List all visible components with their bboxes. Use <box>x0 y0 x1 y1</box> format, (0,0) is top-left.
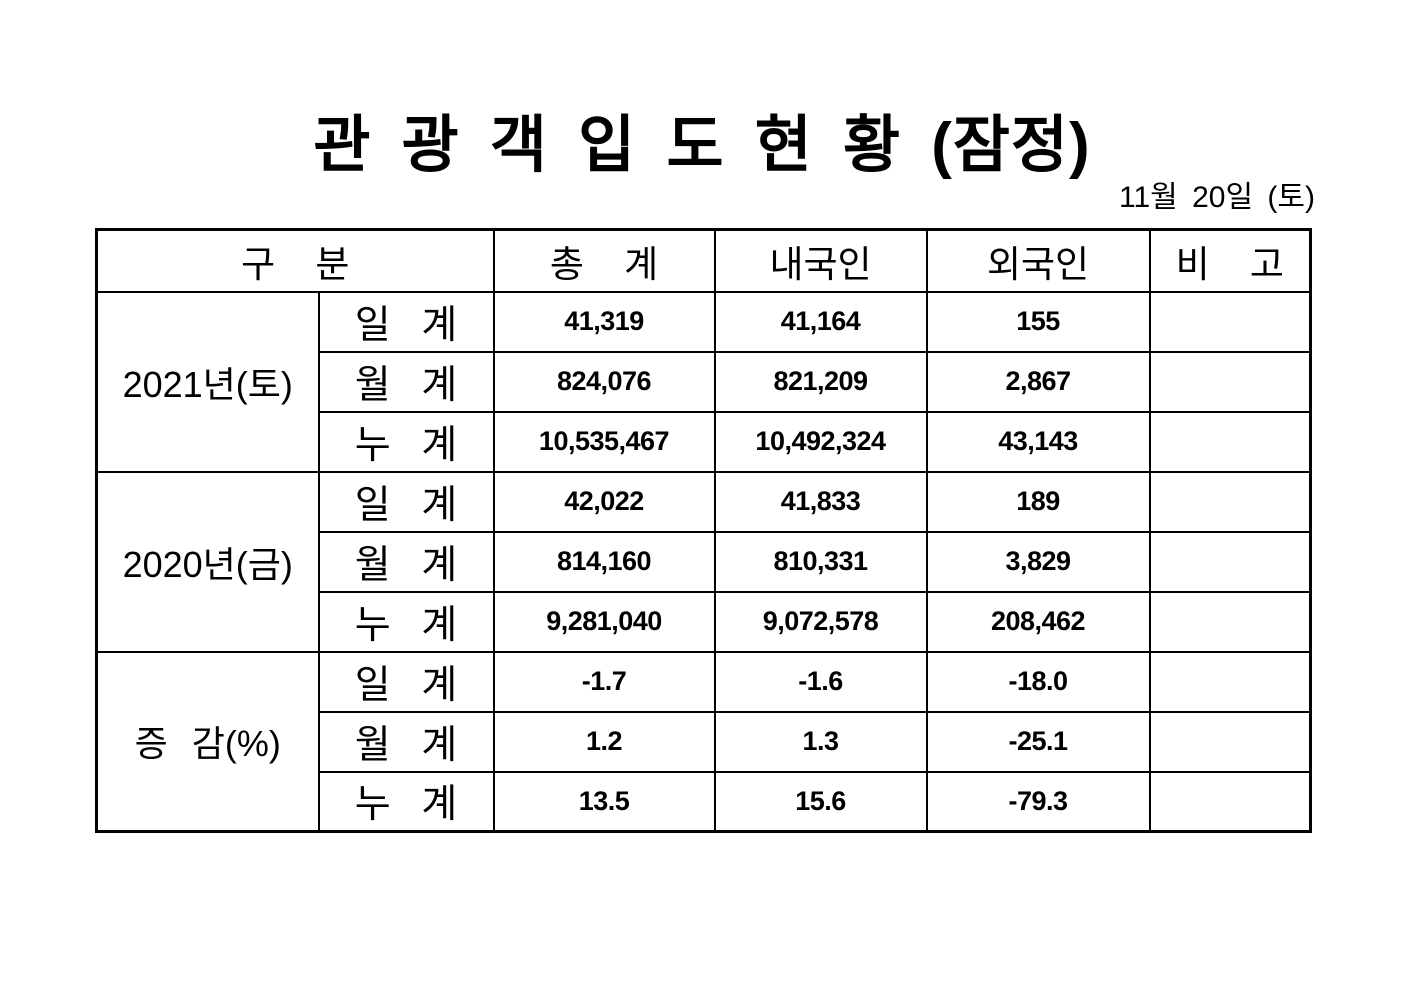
table-row: 월 계 1.2 1.3 -25.1 <box>97 710 1312 773</box>
value-foreign: -79.3 <box>925 770 1151 833</box>
note-cell <box>1148 470 1312 533</box>
value-foreign: 208,462 <box>925 590 1151 653</box>
header-note: 비 고 <box>1148 228 1312 293</box>
header-domestic: 내국인 <box>713 228 928 293</box>
value-foreign: -18.0 <box>925 650 1151 713</box>
value-domestic: 41,164 <box>713 290 928 353</box>
value-foreign: 2,867 <box>925 350 1151 413</box>
value-domestic: 10,492,324 <box>713 410 928 473</box>
value-total: 814,160 <box>492 530 716 593</box>
header-category: 구 분 <box>95 228 495 293</box>
tourist-stats-table: 구 분 총 계 내국인 외국인 비 고 2021년(토) 일 계 41,319 … <box>95 228 1312 833</box>
value-total: 9,281,040 <box>492 590 716 653</box>
note-cell <box>1148 410 1312 473</box>
header-foreign: 외국인 <box>925 228 1151 293</box>
value-total: 1.2 <box>492 710 716 773</box>
value-domestic: 41,833 <box>713 470 928 533</box>
value-domestic: 1.3 <box>713 710 928 773</box>
section-label-change: 증 감(%) <box>95 650 320 833</box>
value-foreign: 3,829 <box>925 530 1151 593</box>
period-cell: 월 계 <box>317 530 495 593</box>
period-cell: 일 계 <box>317 470 495 533</box>
value-foreign: -25.1 <box>925 710 1151 773</box>
value-foreign: 189 <box>925 470 1151 533</box>
table-row: 증 감(%) 일 계 -1.7 -1.6 -18.0 <box>95 650 1312 833</box>
value-total: -1.7 <box>492 650 716 713</box>
period-cell: 누 계 <box>317 410 495 473</box>
page-title: 관 광 객 입 도 현 황 (잠정) <box>313 111 1091 180</box>
value-total: 41,319 <box>492 290 716 353</box>
table-row: 누 계 13.5 15.6 -79.3 <box>97 770 1312 833</box>
period-cell: 월 계 <box>317 350 495 413</box>
table-row: 누 계 10,535,467 10,492,324 43,143 <box>97 410 1312 473</box>
section-label-2021: 2021년(토) <box>95 290 320 473</box>
value-total: 824,076 <box>492 350 716 413</box>
table-header-row: 구 분 총 계 내국인 외국인 비 고 <box>95 228 1312 293</box>
value-domestic: 821,209 <box>713 350 928 413</box>
period-cell: 월 계 <box>317 710 495 773</box>
note-cell <box>1148 650 1312 713</box>
note-cell <box>1148 710 1312 773</box>
table-row: 2021년(토) 일 계 41,319 41,164 155 <box>95 290 1312 473</box>
value-total: 13.5 <box>492 770 716 833</box>
period-cell: 누 계 <box>317 590 495 653</box>
value-domestic: 810,331 <box>713 530 928 593</box>
value-foreign: 155 <box>925 290 1151 353</box>
table-row: 누 계 9,281,040 9,072,578 208,462 <box>97 590 1312 653</box>
value-total: 10,535,467 <box>492 410 716 473</box>
section-label-2020: 2020년(금) <box>95 470 320 653</box>
value-domestic: 15.6 <box>713 770 928 833</box>
report-date: 11월 20일 (토) <box>1119 181 1315 214</box>
note-cell <box>1148 290 1312 353</box>
table-row: 2020년(금) 일 계 42,022 41,833 189 <box>95 470 1312 653</box>
table-row: 월 계 814,160 810,331 3,829 <box>97 530 1312 593</box>
note-cell <box>1148 350 1312 413</box>
header-total: 총 계 <box>492 228 716 293</box>
period-cell: 누 계 <box>317 770 495 833</box>
value-total: 42,022 <box>492 470 716 533</box>
note-cell <box>1148 590 1312 653</box>
period-cell: 일 계 <box>317 650 495 713</box>
note-cell <box>1148 770 1312 833</box>
table-row: 월 계 824,076 821,209 2,867 <box>97 350 1312 413</box>
value-domestic: 9,072,578 <box>713 590 928 653</box>
period-cell: 일 계 <box>317 290 495 353</box>
value-domestic: -1.6 <box>713 650 928 713</box>
value-foreign: 43,143 <box>925 410 1151 473</box>
note-cell <box>1148 530 1312 593</box>
